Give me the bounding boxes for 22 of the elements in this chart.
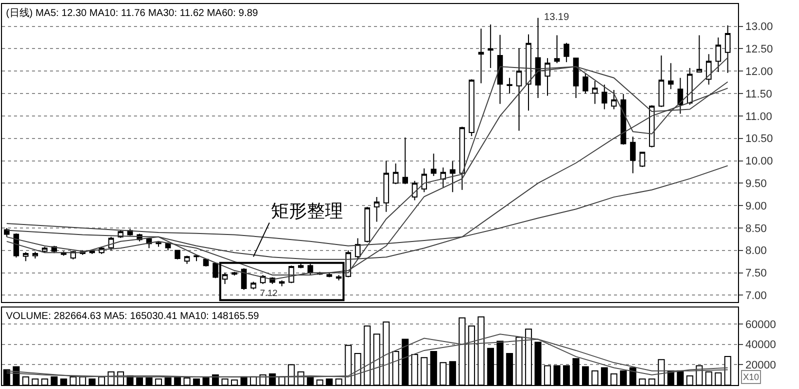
y-tick-label: 20000	[745, 360, 776, 372]
y-tick-label: 40000	[745, 339, 776, 352]
y-tick-label: 12.50	[745, 44, 773, 56]
y-tick-label: 11.00	[745, 110, 772, 123]
annotation: 13.19	[544, 12, 570, 23]
chart-title: (日线) MA5: 12.30 MA10: 11.76 MA30: 11.62 MA60: 9.89	[6, 7, 258, 19]
y-tick-label: 12.00	[745, 66, 773, 78]
y-tick-label: 7.50	[745, 268, 767, 280]
chart-title: VOLUME: 282664.63 MA5: 165030.41 MA10: 148165.59	[6, 311, 260, 322]
y-tick-label: 60000	[745, 318, 776, 331]
y-tick-label: 11.50	[745, 88, 772, 100]
text: X10	[743, 372, 760, 382]
y-tick-label: 9.00	[745, 200, 767, 212]
y-tick-label: 8.50	[745, 222, 767, 235]
y-tick-label: 9.50	[745, 178, 767, 190]
y-tick-label: 10.50	[745, 133, 773, 146]
y-tick-label: 10.00	[745, 156, 773, 168]
y-tick-label: 8.00	[745, 245, 767, 258]
annotation: 7.12	[260, 288, 278, 298]
y-tick-label: 7.00	[745, 290, 767, 302]
annotation: 矩形整理	[271, 201, 343, 221]
y-tick-label: 13.00	[745, 21, 773, 34]
